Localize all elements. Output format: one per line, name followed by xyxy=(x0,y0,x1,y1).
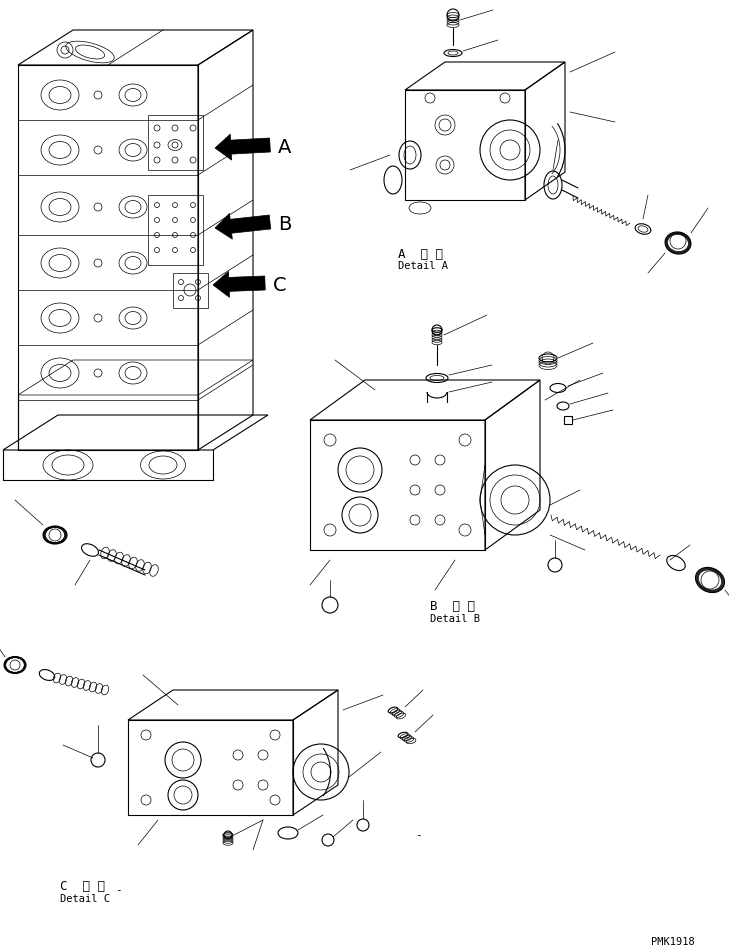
Text: B: B xyxy=(278,215,292,234)
Text: -: - xyxy=(415,830,421,840)
Bar xyxy=(128,720,293,815)
Text: C: C xyxy=(273,276,286,295)
Text: Detail A: Detail A xyxy=(398,261,448,271)
Text: A  詳 細: A 詳 細 xyxy=(398,248,443,261)
Text: -: - xyxy=(114,885,121,895)
Text: Detail B: Detail B xyxy=(430,614,480,624)
Polygon shape xyxy=(215,134,270,161)
Bar xyxy=(18,65,198,450)
Text: C  詳 細: C 詳 細 xyxy=(60,880,105,893)
Polygon shape xyxy=(215,214,270,239)
Text: Detail C: Detail C xyxy=(60,894,110,904)
Bar xyxy=(564,416,572,424)
Polygon shape xyxy=(213,272,265,297)
Bar xyxy=(310,420,485,550)
Bar xyxy=(173,273,208,308)
Bar xyxy=(405,90,525,200)
Bar xyxy=(148,195,203,265)
Text: A: A xyxy=(278,138,292,157)
Bar xyxy=(148,115,203,170)
Text: PMK1918: PMK1918 xyxy=(651,937,695,947)
Text: B  詳 細: B 詳 細 xyxy=(430,600,475,613)
